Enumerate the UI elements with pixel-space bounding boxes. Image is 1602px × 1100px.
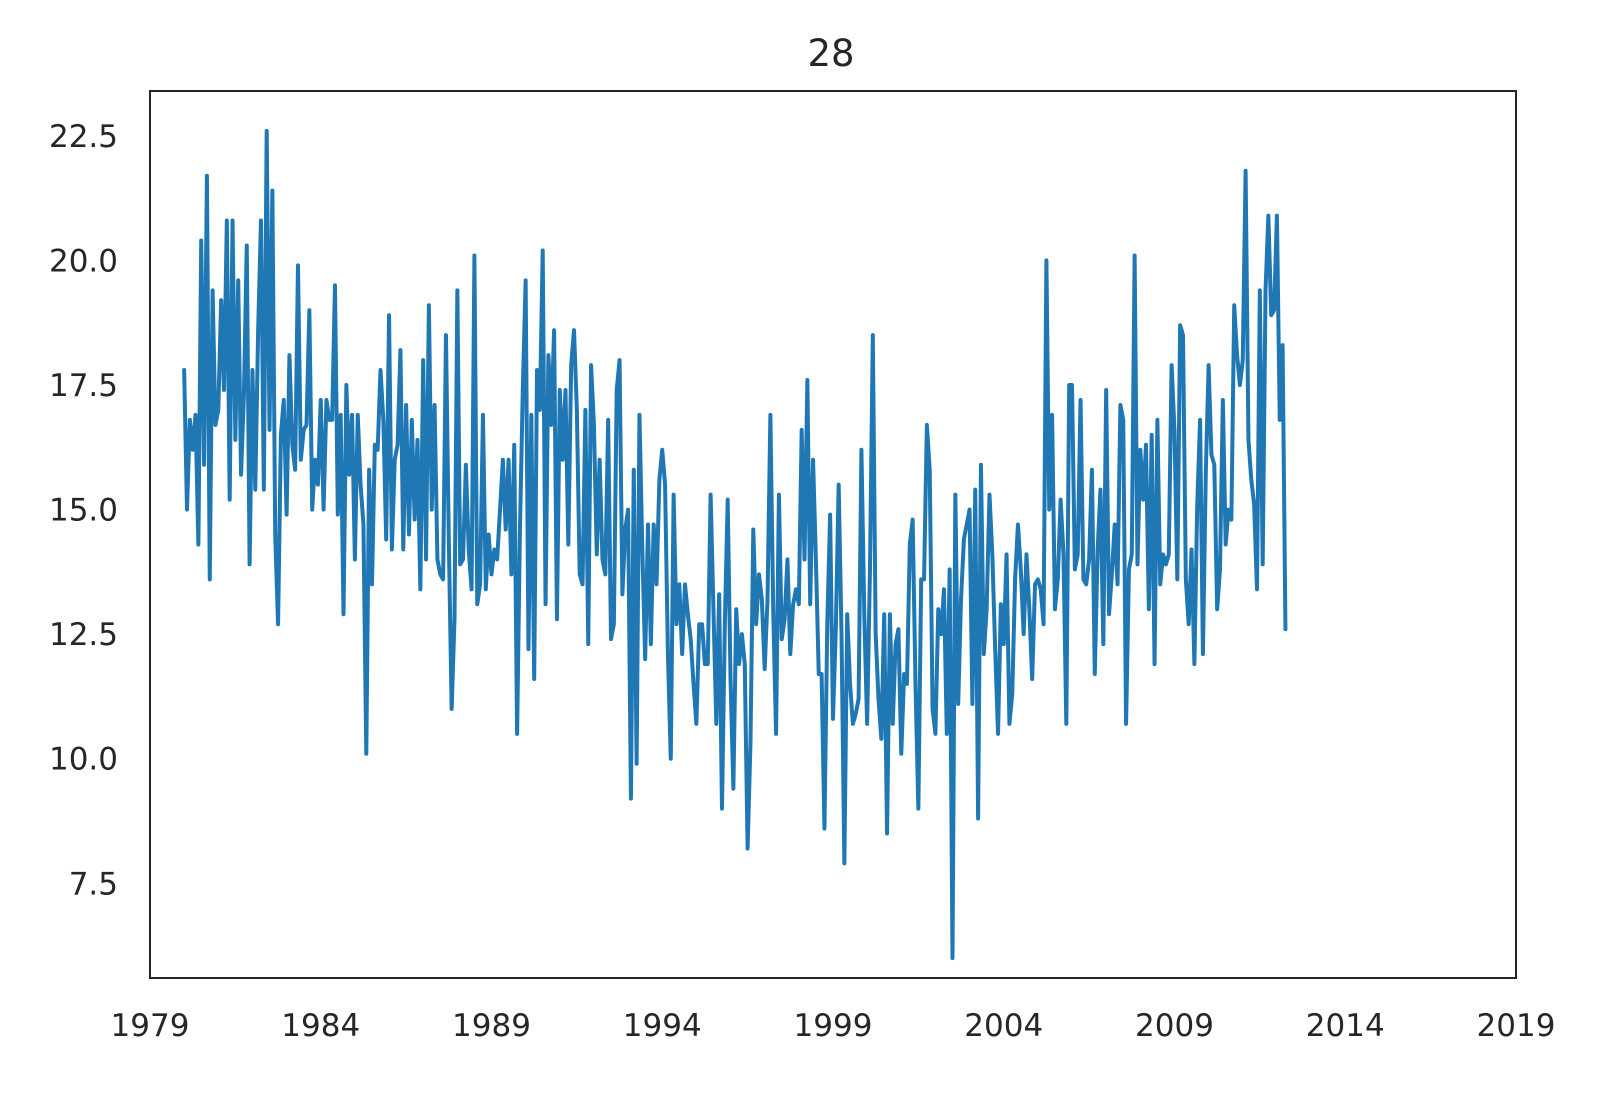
x-tick-label: 2014 [1306, 1008, 1385, 1044]
y-tick-label: 15.0 [49, 493, 118, 529]
series-line [182, 128, 1288, 961]
y-tick-label: 17.5 [49, 368, 118, 404]
x-tick-label: 1989 [452, 1008, 531, 1044]
x-tick-label: 1994 [623, 1008, 702, 1044]
y-axis: 7.5 10.0 12.5 15.0 17.5 20.0 22.5 [49, 119, 118, 902]
y-tick-label: 12.5 [49, 617, 118, 653]
x-tick-label: 1999 [794, 1008, 873, 1044]
y-tick-label: 20.0 [49, 243, 118, 279]
x-tick-label: 2009 [1135, 1008, 1214, 1044]
x-tick-label: 1984 [281, 1008, 360, 1044]
x-tick-label: 2019 [1477, 1008, 1556, 1044]
y-tick-label: 7.5 [69, 866, 118, 902]
chart-title: 28 [807, 32, 854, 75]
y-tick-label: 22.5 [49, 119, 118, 155]
plot-area [182, 128, 1288, 961]
y-tick-label: 10.0 [49, 742, 118, 778]
x-tick-label: 2004 [964, 1008, 1043, 1044]
axes-frame [149, 90, 1517, 979]
x-axis: 1979 1984 1989 1994 1999 2004 2009 2014 2019 [111, 1008, 1556, 1044]
x-tick-label: 1979 [111, 1008, 190, 1044]
